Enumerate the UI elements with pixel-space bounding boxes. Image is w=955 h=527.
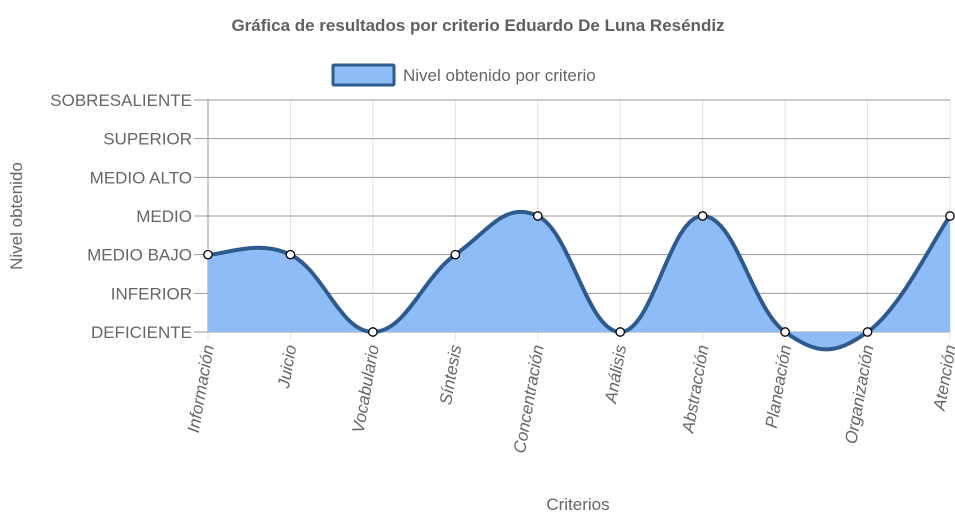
x-tick-label: Concentración [510, 343, 548, 454]
x-tick-label: Atención [930, 343, 955, 412]
y-tick-label: DEFICIENTE [91, 323, 192, 342]
series-line [207, 209, 952, 352]
x-tick-label: Síntesis [436, 343, 465, 406]
data-point-0[interactable] [203, 249, 213, 260]
data-point-7[interactable] [780, 327, 790, 337]
y-axis-ticks: DEFICIENTE INFERIOR MEDIO BAJO MEDIO MEDIO A… [50, 91, 192, 342]
y-tick-label: SUPERIOR [103, 130, 192, 149]
series-layer [203, 209, 955, 352]
legend-swatch[interactable] [331, 63, 396, 87]
x-tick-label: Análisis [601, 343, 630, 405]
data-point-8[interactable] [862, 327, 873, 337]
x-axis-title: Criterios [546, 495, 609, 514]
y-tick-label: MEDIO ALTO [90, 168, 192, 187]
y-tick-label: MEDIO [136, 207, 192, 226]
data-point-1[interactable] [285, 249, 296, 260]
data-point-9[interactable] [945, 211, 955, 221]
data-point-4[interactable] [532, 211, 543, 221]
legend-label[interactable]: Nivel obtenido por criterio [403, 66, 596, 85]
x-tick-label: Abstracción [678, 343, 712, 435]
data-point-3[interactable] [450, 249, 461, 260]
y-tick-label: INFERIOR [111, 284, 192, 303]
x-tick-label: Vocabulario [349, 343, 383, 434]
legend[interactable]: Nivel obtenido por criterio [331, 63, 596, 87]
x-axis-ticks: Información Juicio Vocabulario Síntesis Conc… [184, 343, 955, 455]
chart-title: Gráfica de resultados por criterio Eduar… [231, 16, 724, 35]
y-tick-label: SOBRESALIENTE [50, 91, 192, 110]
y-axis-title: Nivel obtenido [7, 162, 26, 270]
x-tick-label: Información [184, 343, 218, 434]
x-tick-label: Juicio [274, 343, 300, 390]
data-point-5[interactable] [615, 327, 626, 337]
y-tick-label: MEDIO BAJO [87, 246, 192, 265]
x-tick-label: Planeación [762, 343, 795, 429]
data-point-2[interactable] [368, 327, 378, 337]
x-tick-label: Organización [841, 343, 877, 445]
data-point-6[interactable] [697, 211, 708, 221]
